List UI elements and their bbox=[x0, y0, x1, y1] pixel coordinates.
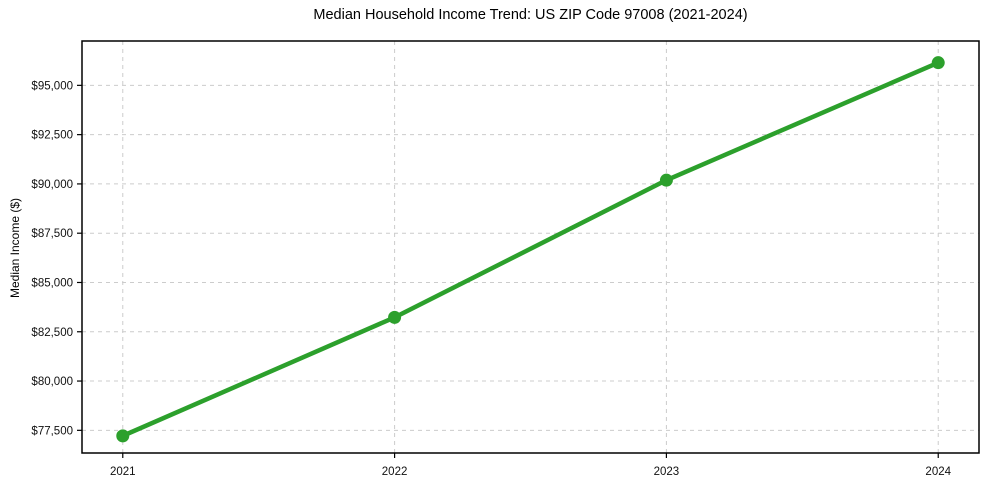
y-tick-label: $85,000 bbox=[31, 277, 73, 289]
x-tick-label: 2023 bbox=[654, 466, 680, 478]
data-point-marker-2024 bbox=[931, 56, 945, 70]
y-tick-label: $95,000 bbox=[31, 80, 73, 92]
y-tick-label: $92,500 bbox=[31, 130, 73, 142]
x-tick-label: 2024 bbox=[925, 466, 951, 478]
y-tick-label: $82,500 bbox=[31, 327, 73, 339]
data-point-marker-2023 bbox=[659, 173, 673, 187]
x-tick-label: 2021 bbox=[110, 466, 136, 478]
plot-border bbox=[81, 40, 980, 454]
chart-title: Median Household Income Trend: US ZIP Co… bbox=[313, 7, 748, 23]
data-point-marker-2021 bbox=[116, 429, 130, 443]
y-tick-label: $77,500 bbox=[31, 425, 73, 437]
y-tick-label: $87,500 bbox=[31, 228, 73, 240]
y-tick-label: $80,000 bbox=[31, 376, 73, 388]
x-tick-label: 2022 bbox=[382, 466, 408, 478]
trend-line bbox=[120, 60, 941, 439]
data-point-marker-2022 bbox=[388, 310, 402, 324]
y-tick-label: $90,000 bbox=[31, 179, 73, 191]
